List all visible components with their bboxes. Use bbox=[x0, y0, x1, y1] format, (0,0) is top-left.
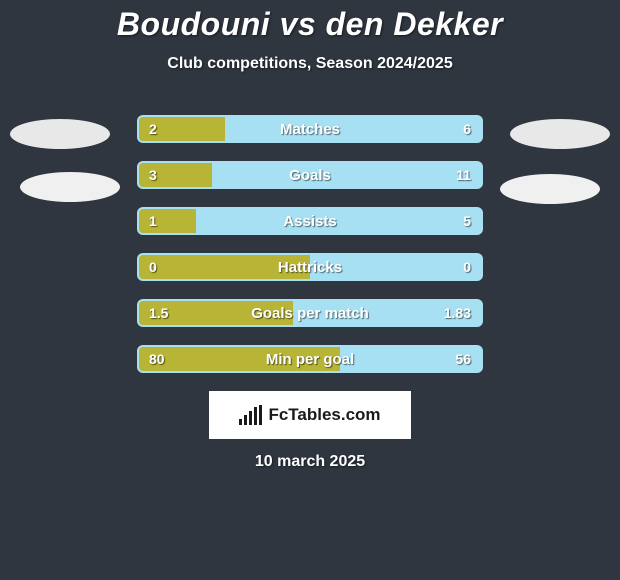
stat-bar-left-fill bbox=[139, 347, 340, 371]
stat-bar-row: 8056Min per goal bbox=[137, 345, 483, 373]
player-right-team-placeholder bbox=[500, 174, 600, 204]
stat-bar-row: 1.51.83Goals per match bbox=[137, 299, 483, 327]
stat-bar-right-value: 6 bbox=[463, 117, 471, 141]
stat-bar-left-fill bbox=[139, 163, 212, 187]
stat-bar-row: 311Goals bbox=[137, 161, 483, 189]
page-title: Boudouni vs den Dekker bbox=[0, 6, 620, 43]
stat-bars: 26Matches 311Goals 15Assists 00Hattricks 1.5… bbox=[137, 115, 483, 373]
stat-bar-right-value: 56 bbox=[455, 347, 471, 371]
stat-bar-right-value: 5 bbox=[463, 209, 471, 233]
stat-bar-row: 00Hattricks bbox=[137, 253, 483, 281]
player-left-avatar-placeholder bbox=[10, 119, 110, 149]
player-left-team-placeholder bbox=[20, 172, 120, 202]
stat-bar-left-fill bbox=[139, 301, 293, 325]
logo-bars-icon bbox=[239, 405, 262, 425]
stat-bar-right-value: 0 bbox=[463, 255, 471, 279]
date-line: 10 march 2025 bbox=[0, 453, 620, 471]
logo-text: FcTables.com bbox=[268, 405, 380, 425]
stat-bar-right-value: 11 bbox=[456, 163, 471, 187]
stat-bar-left-fill bbox=[139, 209, 196, 233]
subtitle: Club competitions, Season 2024/2025 bbox=[0, 55, 620, 73]
stat-bar-row: 26Matches bbox=[137, 115, 483, 143]
stat-bar-row: 15Assists bbox=[137, 207, 483, 235]
stats-area: 26Matches 311Goals 15Assists 00Hattricks 1.5… bbox=[0, 115, 620, 373]
stat-bar-right-value: 1.83 bbox=[444, 301, 471, 325]
infographic-container: Boudouni vs den Dekker Club competitions… bbox=[0, 0, 620, 580]
stat-bar-left-fill bbox=[139, 255, 310, 279]
logo-box: FcTables.com bbox=[209, 391, 411, 439]
player-right-avatar-placeholder bbox=[510, 119, 610, 149]
stat-bar-left-fill bbox=[139, 117, 225, 141]
